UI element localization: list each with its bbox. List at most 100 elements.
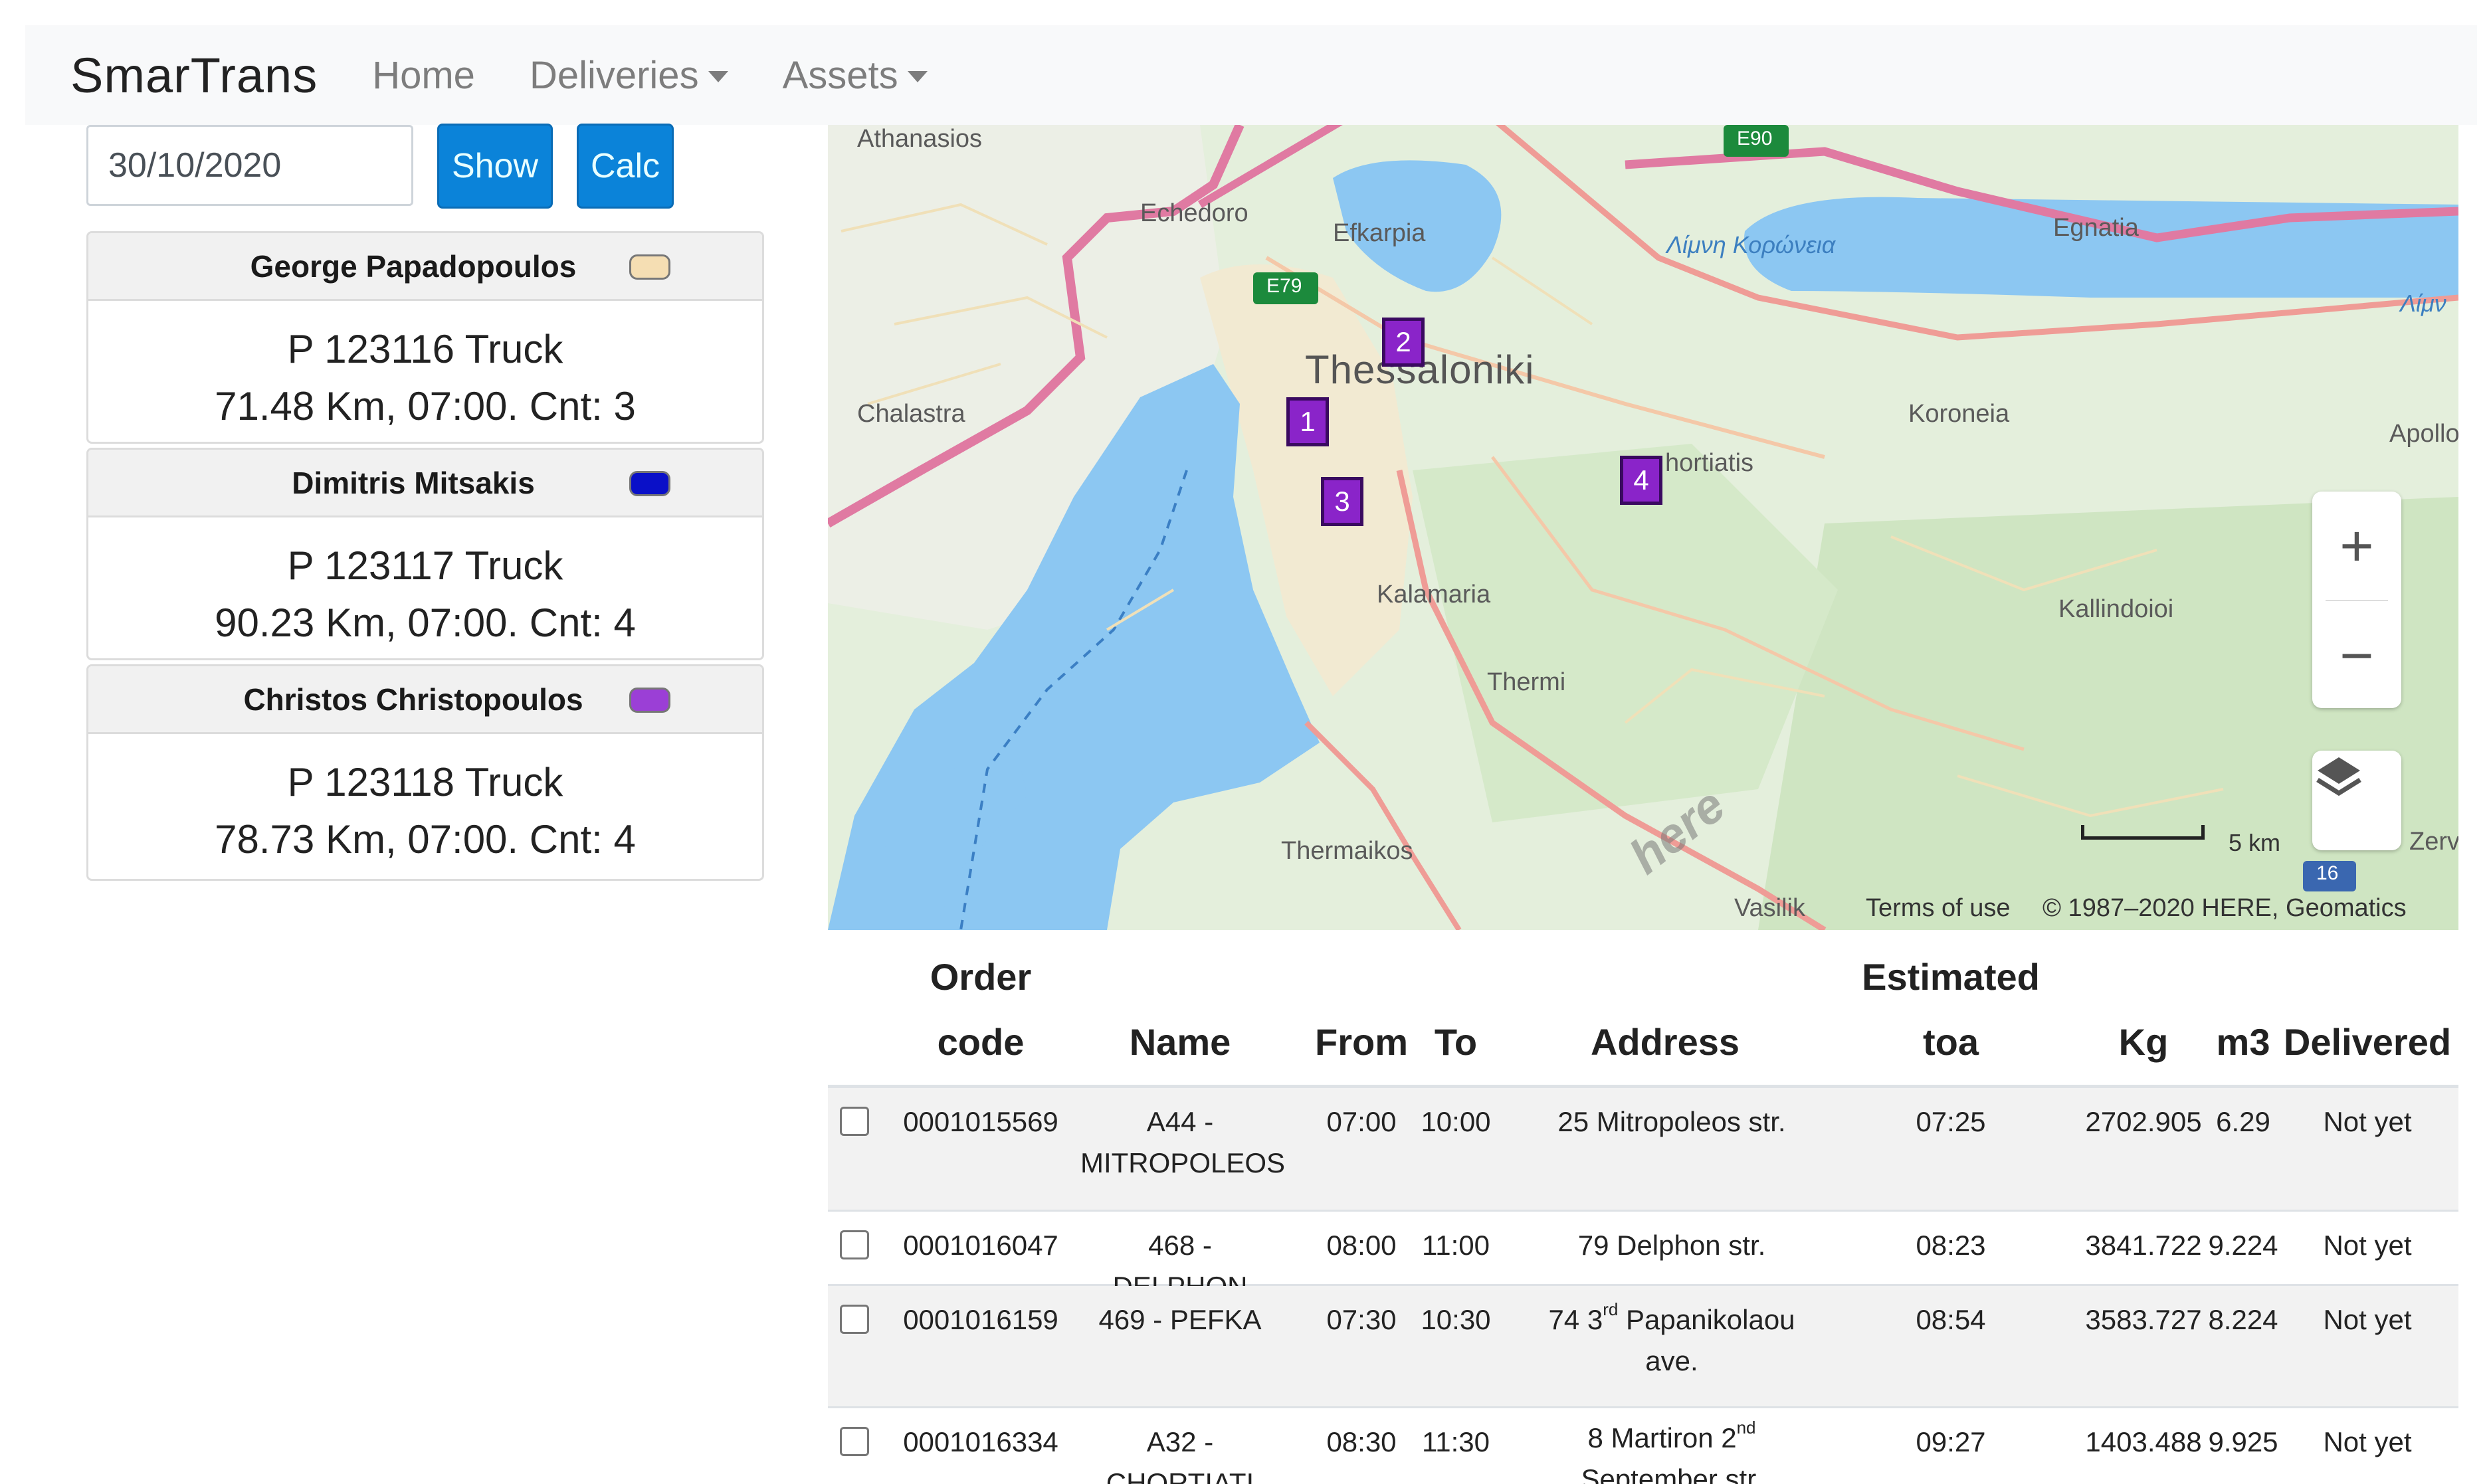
map-copyright: © 1987–2020 HERE, Geomatics [2043, 894, 2407, 922]
order-address: 25 Mitropoleos str. [1557, 1106, 1786, 1137]
map-label: Λίμνη Κορώνεια [1666, 231, 1836, 258]
route-stop-marker[interactable]: 3 [1321, 477, 1363, 526]
route-map[interactable]: Athanasios Echedoro Efkarpia Thessalonik… [828, 125, 2458, 930]
table-row[interactable]: 0001016159 469 - PEFKA 07:30 10:30 74 3r… [828, 1286, 2458, 1408]
col-header-estimated-toa: Estimated toa [1838, 945, 2064, 1075]
col-header-order-code: Order code [894, 945, 1067, 1075]
order-address: 74 3rd Papanikolaou ave. [1519, 1299, 1825, 1382]
order-m3: 6.29 [2216, 1106, 2270, 1137]
nav-assets-dropdown[interactable]: Assets [783, 53, 928, 98]
truck-card-header: George Papadopoulos [88, 233, 762, 301]
truck-card-body: P 123118 Truck 78.73 Km, 07:00. Cnt: 4 [88, 734, 762, 868]
order-from: 07:30 [1326, 1304, 1397, 1335]
order-kg: 3583.727 [2085, 1304, 2202, 1335]
row-select-checkbox[interactable] [840, 1305, 869, 1334]
order-code: 0001016334 [903, 1426, 1058, 1457]
show-button[interactable]: Show [437, 124, 553, 209]
truck-card[interactable]: Dimitris Mitsakis P 123117 Truck 90.23 K… [86, 448, 764, 660]
order-from: 08:30 [1326, 1426, 1397, 1457]
zoom-divider [2326, 600, 2388, 601]
map-label: Echedoro [1140, 199, 1248, 227]
order-kg: 3841.722 [2085, 1230, 2202, 1261]
address-part: 74 3 [1548, 1304, 1603, 1335]
brand-logo[interactable]: SmarTrans [70, 47, 318, 103]
address-ordinal: rd [1603, 1299, 1619, 1319]
route-color-swatch [629, 254, 670, 280]
route-stop-marker[interactable]: 1 [1286, 397, 1329, 446]
order-kg: 1403.488 [2085, 1426, 2202, 1457]
order-delivered-status: Not yet [2323, 1106, 2412, 1137]
col-header-name: Name [1129, 1021, 1231, 1063]
route-stop-marker[interactable]: 4 [1620, 456, 1662, 505]
map-label: Kalamaria [1377, 581, 1491, 608]
nav-home[interactable]: Home [372, 53, 475, 98]
terms-of-use-link[interactable]: Terms of use [1866, 894, 2011, 922]
order-address: 79 Delphon str. [1577, 1230, 1766, 1261]
truck-card-header: Christos Christopoulos [88, 666, 762, 734]
col-header-m3: m3 [2216, 1021, 2270, 1063]
map-label: Apollo [2389, 420, 2458, 448]
row-select-checkbox[interactable] [840, 1427, 869, 1456]
zoom-out-button[interactable]: − [2340, 622, 2374, 688]
map-label: Egnatia [2053, 214, 2139, 242]
truck-card[interactable]: Christos Christopoulos P 123118 Truck 78… [86, 664, 764, 881]
order-from: 08:00 [1326, 1230, 1397, 1261]
nav-deliveries-dropdown[interactable]: Deliveries [530, 53, 728, 98]
map-label: hortiatis [1665, 449, 1754, 477]
map-layers-button[interactable] [2312, 751, 2401, 850]
col-header-line: toa [1923, 1021, 1979, 1063]
col-header-kg: Kg [2118, 1021, 2169, 1063]
highway-shield-e90: E90 [1737, 128, 1773, 149]
col-header-line: Order [930, 956, 1032, 998]
caret-down-icon [907, 70, 928, 82]
truck-card-body: P 123117 Truck 90.23 Km, 07:00. Cnt: 4 [88, 517, 762, 652]
order-name: A44 - MITROPOLEOS [1080, 1101, 1285, 1184]
map-scale-bar [2081, 825, 2205, 840]
order-address-line: ave. [1645, 1345, 1698, 1376]
order-toa: 09:27 [1916, 1426, 1986, 1457]
zoom-control: + − [2312, 492, 2401, 708]
route-summary: 71.48 Km, 07:00. Cnt: 3 [215, 384, 636, 428]
caret-down-icon [708, 70, 728, 82]
map-scale-label: 5 km [2229, 829, 2281, 856]
order-from: 07:00 [1326, 1106, 1397, 1137]
order-m3: 9.224 [2208, 1230, 2278, 1261]
map-label: Athanasios [857, 125, 983, 153]
driver-name: Dimitris Mitsakis [292, 465, 535, 500]
col-header-line: Estimated [1862, 956, 2040, 998]
order-delivered-status: Not yet [2323, 1304, 2412, 1335]
col-header-address: Address [1590, 1021, 1740, 1063]
truck-card[interactable]: George Papadopoulos P 123116 Truck 71.48… [86, 231, 764, 444]
map-label: Kallindoioi [2058, 595, 2174, 623]
map-label: Thermaikos [1281, 837, 1413, 865]
table-row[interactable]: 0001015569 A44 - MITROPOLEOS 07:00 10:00… [828, 1088, 2458, 1212]
calc-button[interactable]: Calc [577, 124, 674, 209]
table-row[interactable]: 0001016334 A32 - CHORTIATI 08:30 11:30 8… [828, 1408, 2458, 1484]
row-select-checkbox[interactable] [840, 1230, 869, 1259]
map-label: Chalastra [857, 400, 965, 428]
row-select-checkbox[interactable] [840, 1107, 869, 1136]
table-row[interactable]: 0001016047 468 - DELPHON 08:00 11:00 79 … [828, 1212, 2458, 1302]
route-color-swatch [629, 688, 670, 713]
order-delivered-status: Not yet [2323, 1426, 2412, 1457]
orders-table: Order code Name From To Address Estimate… [828, 938, 2458, 1484]
zoom-in-button[interactable]: + [2340, 512, 2374, 579]
order-name: 469 - PEFKA [1098, 1304, 1262, 1335]
vehicle-label: P 123118 Truck [287, 760, 563, 804]
date-input[interactable] [86, 125, 413, 206]
col-header-to: To [1434, 1021, 1478, 1063]
vehicle-label: P 123117 Truck [287, 543, 563, 588]
nav-assets-label: Assets [782, 53, 898, 97]
truck-card-body: P 123116 Truck 71.48 Km, 07:00. Cnt: 3 [88, 301, 762, 435]
order-name: A32 - CHORTIATI [1106, 1426, 1254, 1484]
order-toa: 07:25 [1916, 1106, 1986, 1137]
order-toa: 08:23 [1916, 1230, 1986, 1261]
road-shield-16: 16 [2316, 862, 2339, 884]
route-summary: 90.23 Km, 07:00. Cnt: 4 [215, 601, 636, 645]
driver-name: Christos Christopoulos [243, 682, 583, 717]
order-name-line: A44 - [1146, 1106, 1214, 1137]
layers-icon [2316, 757, 2361, 796]
route-stop-marker[interactable]: 2 [1382, 318, 1425, 367]
order-kg: 2702.905 [2085, 1106, 2202, 1137]
col-header-delivered: Delivered [2283, 1021, 2452, 1063]
